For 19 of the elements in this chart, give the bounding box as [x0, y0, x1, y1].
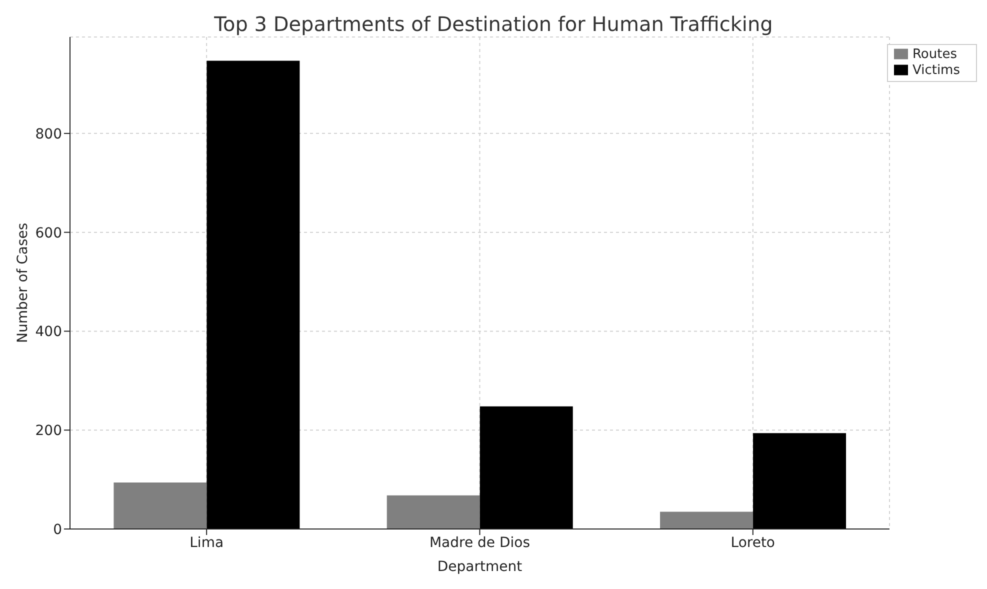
bar [114, 482, 207, 529]
x-tick-label: Madre de Dios [429, 534, 530, 551]
x-axis-title: Department [437, 559, 523, 575]
y-tick-label: 600 [35, 225, 62, 242]
legend-label: Victims [912, 63, 960, 78]
legend-label: Routes [912, 47, 957, 62]
x-tick-label: Loreto [730, 534, 776, 551]
y-tick-label: 200 [35, 423, 62, 440]
y-tick-label: 400 [35, 324, 62, 340]
y-axis-title: Number of Cases [14, 222, 31, 343]
bar [480, 406, 573, 529]
y-tick-label: 0 [53, 522, 62, 538]
bar [753, 433, 846, 529]
y-tick-label: 800 [35, 126, 62, 142]
bar [386, 495, 480, 529]
bar [660, 512, 754, 529]
bar [206, 60, 300, 529]
x-tick-label: Lima [190, 534, 224, 551]
chart-title: Top 3 Departments of Destination for Human Trafficking [213, 12, 774, 36]
